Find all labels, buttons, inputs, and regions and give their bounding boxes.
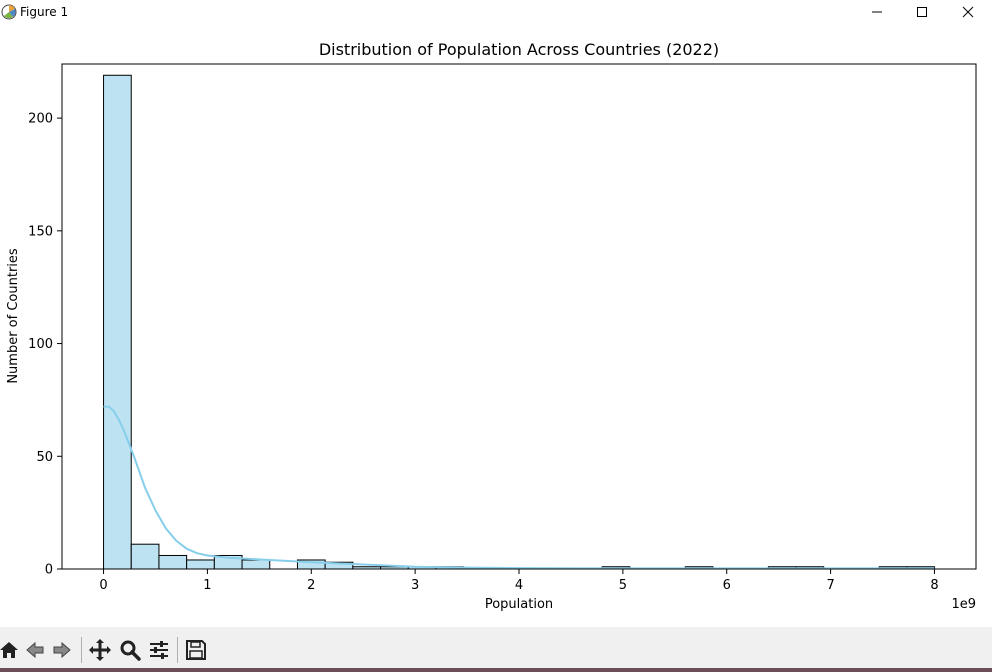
y-tick-label: 0 xyxy=(45,563,53,578)
home-button[interactable] xyxy=(0,637,22,663)
x-tick-label: 1 xyxy=(203,578,211,593)
forward-button[interactable] xyxy=(49,637,75,663)
x-axis-label: Population xyxy=(485,597,553,612)
close-icon xyxy=(962,6,974,18)
home-icon xyxy=(0,642,18,658)
configure-subplots-button[interactable] xyxy=(146,637,172,663)
histogram-chart: Distribution of Population Across Countr… xyxy=(6,40,977,612)
histogram-bar xyxy=(186,559,215,570)
y-axis-label: Number of Countries xyxy=(6,248,21,384)
histogram-bar xyxy=(158,554,188,570)
zoom-icon xyxy=(120,640,141,661)
zoom-button[interactable] xyxy=(117,637,143,663)
axes-frame xyxy=(61,63,977,570)
minimize-button[interactable] xyxy=(854,0,900,24)
x-tick-label: 8 xyxy=(930,578,938,593)
back-button[interactable] xyxy=(22,637,48,663)
x-tick-label: 4 xyxy=(515,578,523,593)
kde-line xyxy=(103,405,935,570)
histogram-bar xyxy=(241,559,271,570)
y-tick-label: 200 xyxy=(28,112,53,127)
histogram-bar xyxy=(130,543,160,570)
y-tick-label: 50 xyxy=(36,450,53,465)
configure-subplots-icon xyxy=(150,641,168,659)
x-tick-label: 5 xyxy=(619,578,627,593)
close-button[interactable] xyxy=(945,0,991,24)
maximize-button[interactable] xyxy=(899,0,945,24)
pan-icon xyxy=(89,639,111,661)
back-icon xyxy=(26,641,44,659)
x-axis-offset-label: 1e9 xyxy=(951,597,976,612)
navigation-toolbar xyxy=(0,627,992,672)
figure-canvas[interactable]: Distribution of Population Across Countr… xyxy=(0,24,992,627)
minimize-icon xyxy=(872,11,882,13)
x-tick-label: 3 xyxy=(411,578,419,593)
x-tick-label: 2 xyxy=(307,578,315,593)
y-tick-label: 100 xyxy=(28,337,53,352)
matplotlib-icon xyxy=(0,3,18,21)
x-tick-label: 6 xyxy=(723,578,731,593)
taskbar-strip xyxy=(0,668,992,672)
toolbar-separator xyxy=(177,637,178,663)
pan-button[interactable] xyxy=(87,637,113,663)
chart-title: Distribution of Population Across Countr… xyxy=(319,40,719,59)
toolbar-separator xyxy=(81,637,82,663)
save-icon xyxy=(186,640,206,660)
y-tick-label: 150 xyxy=(28,224,53,239)
x-tick-label: 7 xyxy=(826,578,834,593)
x-tick-label: 0 xyxy=(99,578,107,593)
window-titlebar: Figure 1 xyxy=(0,0,992,24)
forward-icon xyxy=(53,641,71,659)
save-button[interactable] xyxy=(183,637,209,663)
maximize-icon xyxy=(917,7,927,17)
histogram-bar xyxy=(103,74,132,570)
window-title: Figure 1 xyxy=(20,5,69,19)
